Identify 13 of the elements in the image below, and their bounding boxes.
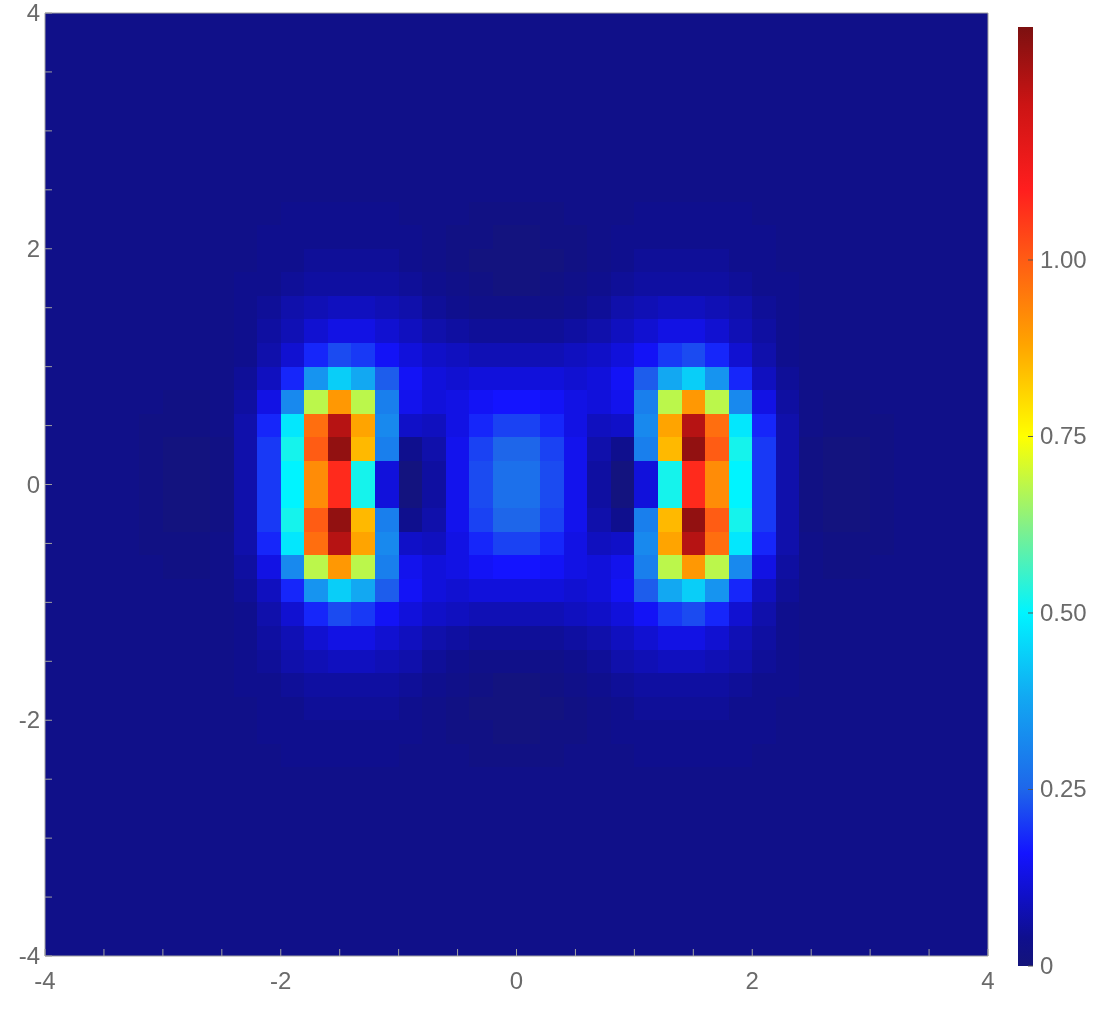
y-tick-label: -4 — [18, 942, 40, 969]
color-bar-label: 0.75 — [1040, 422, 1087, 450]
x-tick-label: -2 — [270, 967, 292, 994]
color-bar-label: 1.00 — [1040, 245, 1087, 273]
x-tick-label: 2 — [745, 967, 759, 994]
y-tick-label: 0 — [26, 470, 40, 498]
y-tick-label: 2 — [26, 234, 40, 262]
color-bar-label: 0.50 — [1040, 598, 1087, 626]
x-tick-label: 0 — [509, 967, 524, 994]
color-bar-label: 0.25 — [1040, 775, 1087, 803]
y-tick-label: -2 — [18, 706, 40, 734]
y-tick-label: 4 — [26, 0, 40, 26]
x-tick-label: 4 — [981, 967, 995, 994]
